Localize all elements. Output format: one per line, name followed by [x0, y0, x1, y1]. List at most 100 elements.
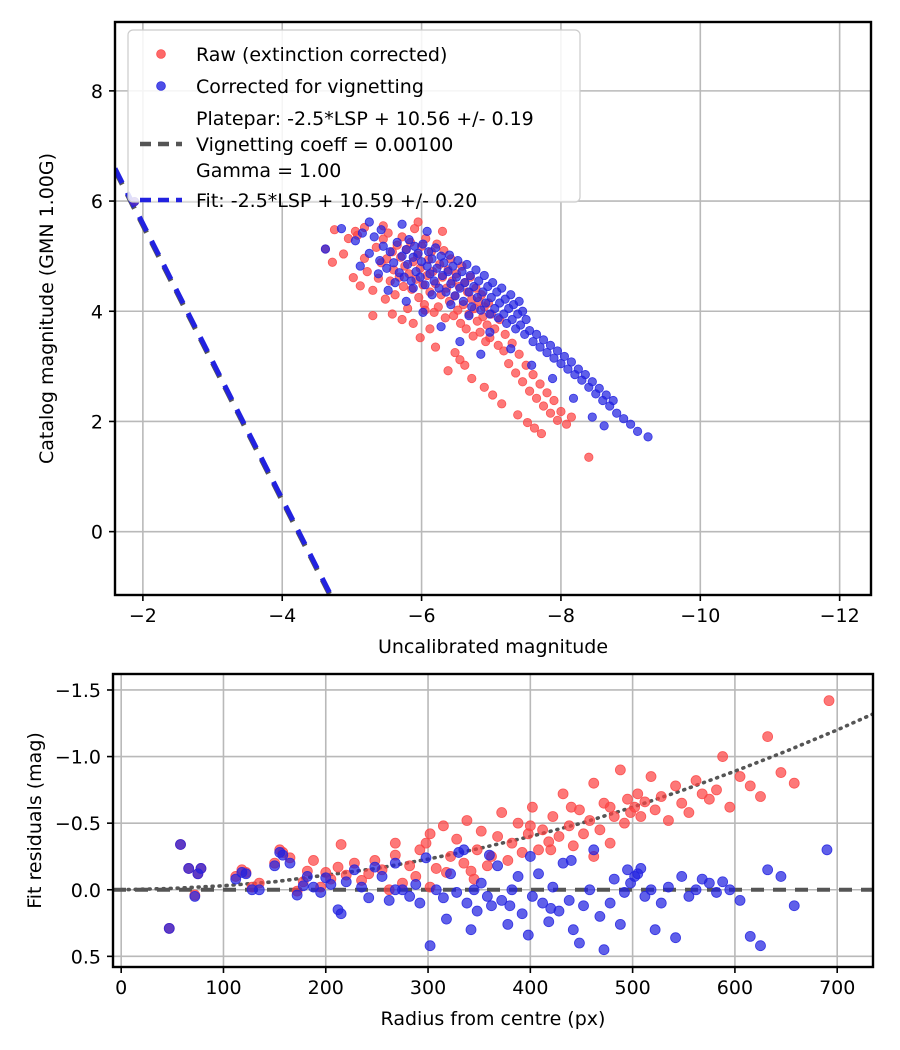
- data-point: [683, 891, 695, 902]
- data-point: [404, 860, 416, 872]
- data-point: [397, 314, 407, 325]
- y-tick-label: 0: [91, 522, 103, 544]
- data-point: [464, 311, 474, 321]
- data-point: [755, 940, 766, 952]
- data-point: [284, 857, 296, 869]
- data-point: [557, 788, 569, 800]
- data-point: [475, 327, 485, 337]
- data-point: [622, 864, 633, 876]
- data-point: [502, 918, 514, 930]
- data-point: [734, 895, 746, 906]
- plot-content: [115, 167, 653, 595]
- data-point: [476, 305, 486, 315]
- data-point: [424, 828, 436, 840]
- data-point: [437, 820, 449, 832]
- data-point: [584, 452, 594, 462]
- data-point: [734, 771, 746, 782]
- data-point: [308, 855, 319, 866]
- data-point: [356, 881, 367, 893]
- data-point: [376, 871, 388, 882]
- data-point: [430, 884, 442, 896]
- data-point: [430, 342, 441, 352]
- data-point: [493, 340, 503, 351]
- data-point: [524, 386, 535, 396]
- data-point: [401, 244, 411, 255]
- data-point: [427, 254, 437, 264]
- data-point: [461, 897, 473, 909]
- data-point: [527, 360, 537, 370]
- data-point: [663, 881, 674, 893]
- data-point: [461, 324, 471, 334]
- data-point: [462, 259, 472, 270]
- data-point: [531, 329, 542, 339]
- data-point: [327, 257, 337, 267]
- data-point: [584, 815, 596, 826]
- x-tick-label: 0: [115, 977, 127, 999]
- data-point: [455, 336, 465, 347]
- data-point: [676, 797, 688, 809]
- data-point: [433, 302, 443, 312]
- data-point: [363, 892, 375, 904]
- data-point: [538, 401, 549, 411]
- axis-ticks: −2 −4 −6 −8 −10 −12 0 2 4 6 8: [91, 81, 860, 627]
- data-point: [422, 261, 432, 271]
- data-point: [418, 307, 428, 317]
- data-point: [325, 879, 337, 890]
- axis-ticks: 0 100 200 300 400 500 600 700 0.5 0.0 −0.5 −1.0 −1.5: [55, 680, 855, 999]
- data-point: [545, 408, 556, 418]
- y-axis-label: Fit residuals (mag): [24, 732, 46, 909]
- data-point: [453, 847, 465, 858]
- data-point: [440, 313, 450, 323]
- data-point: [413, 248, 423, 258]
- data-point: [506, 290, 516, 300]
- data-point: [599, 421, 609, 431]
- data-point: [471, 844, 483, 856]
- data-point: [486, 900, 497, 912]
- data-point: [663, 815, 674, 826]
- data-point: [399, 272, 409, 282]
- data-point: [594, 824, 606, 836]
- data-point: [639, 891, 651, 902]
- y-tick-label: 6: [91, 191, 103, 213]
- series-corrected-for-vignetting: [163, 839, 833, 956]
- x-axis-label: Radius from centre (px): [381, 1008, 606, 1030]
- gridlines: [113, 674, 873, 967]
- data-point: [556, 406, 566, 417]
- data-point: [437, 226, 448, 236]
- fit-line-fit: [115, 167, 334, 595]
- data-point: [524, 851, 536, 862]
- data-point: [717, 876, 729, 888]
- data-point: [521, 314, 531, 325]
- legend-label: Fit: -2.5*LSP + 10.59 +/- 0.20: [196, 190, 477, 212]
- x-tick-label: −6: [408, 605, 436, 627]
- data-point: [506, 884, 518, 896]
- data-point: [240, 868, 252, 880]
- data-point: [488, 277, 498, 288]
- data-point: [504, 900, 516, 912]
- data-point: [335, 839, 347, 850]
- data-point: [335, 908, 347, 920]
- data-point: [775, 871, 787, 882]
- data-point: [504, 358, 514, 369]
- data-point: [655, 791, 667, 802]
- data-point: [175, 839, 186, 850]
- data-point: [632, 426, 643, 436]
- data-point: [425, 269, 435, 279]
- data-point: [430, 863, 442, 874]
- y-tick-label: 8: [91, 81, 103, 103]
- data-point: [467, 302, 477, 312]
- data-point: [565, 801, 577, 813]
- data-point: [363, 868, 375, 880]
- data-point: [481, 298, 491, 308]
- data-point: [432, 263, 442, 273]
- data-point: [744, 930, 756, 942]
- data-point: [635, 811, 647, 822]
- data-point: [340, 876, 352, 888]
- data-point: [460, 360, 470, 370]
- data-point: [524, 325, 535, 336]
- data-point: [476, 349, 486, 359]
- data-point: [619, 887, 630, 898]
- data-point: [533, 844, 544, 856]
- x-tick-label: −10: [680, 605, 720, 627]
